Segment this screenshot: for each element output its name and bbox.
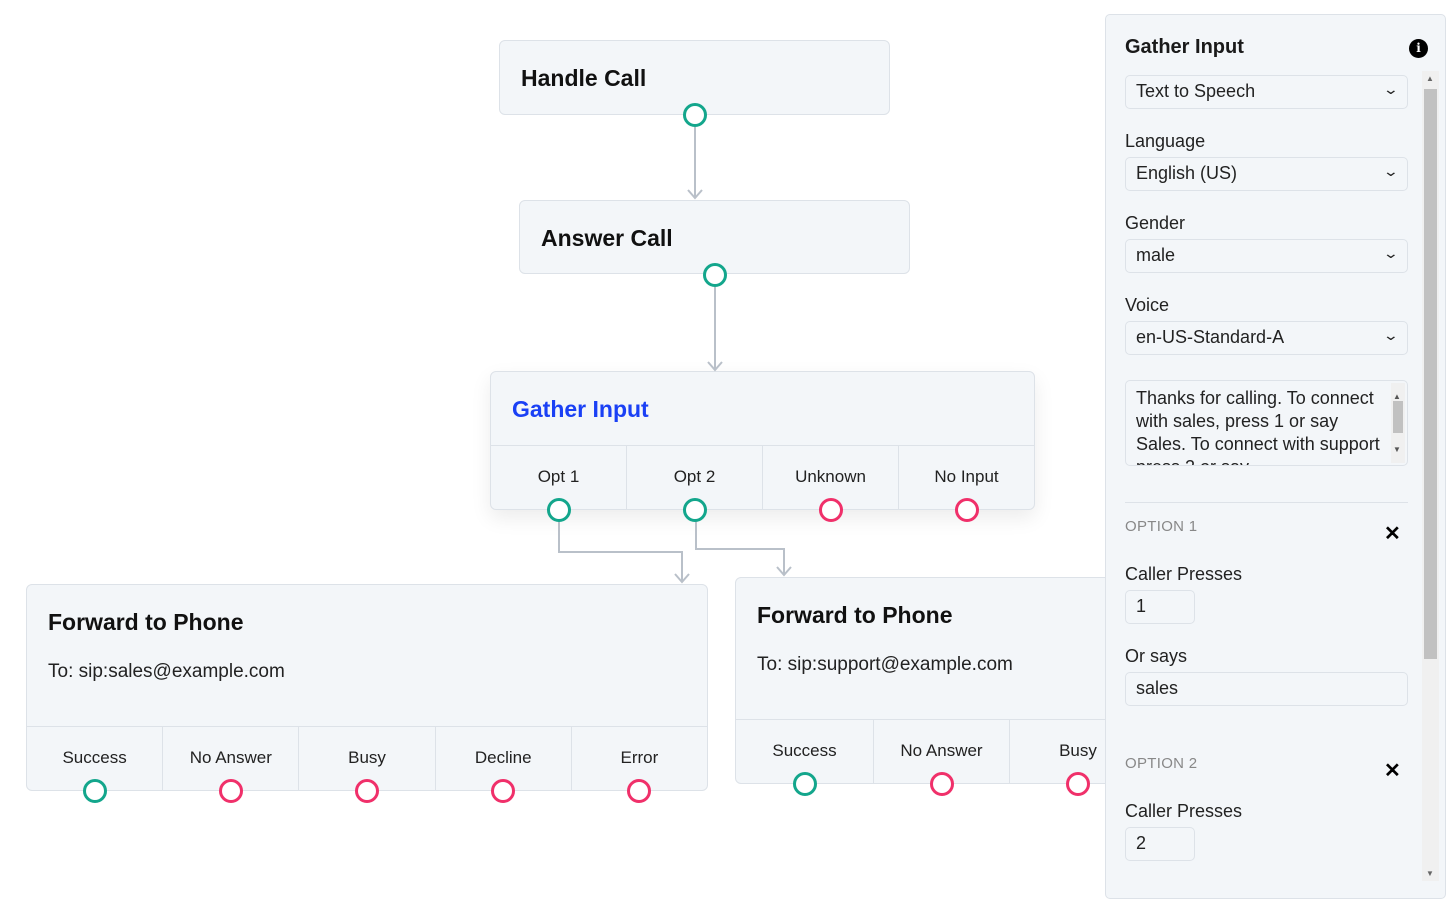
option-1-says-input[interactable]: sales	[1125, 672, 1408, 706]
output-port[interactable]	[491, 779, 516, 803]
mode-value: Text to Speech	[1136, 81, 1256, 101]
divider	[1125, 502, 1408, 503]
output-port[interactable]	[355, 779, 379, 803]
language-label: Language	[1125, 131, 1206, 151]
option-1-says-label: Or says	[1125, 646, 1188, 666]
voice-select[interactable]: en-US-Standard-A ⌄	[1125, 321, 1408, 355]
output-label: Success	[62, 748, 127, 767]
edge-answer-to-gather	[707, 287, 723, 372]
output-port[interactable]	[818, 498, 843, 522]
output-success: Success	[736, 720, 873, 796]
textarea-scrollbar[interactable]: ▲ ▼	[1391, 383, 1405, 463]
gender-select[interactable]: male ⌄	[1125, 239, 1408, 273]
node-destination: To: sip:sales@example.com	[48, 661, 285, 682]
voice-label: Voice	[1125, 295, 1170, 315]
option-2-header: OPTION 2	[1125, 755, 1198, 772]
node-handle-call[interactable]: Handle Call	[499, 40, 890, 127]
output-port[interactable]	[682, 498, 707, 522]
output-label: Decline	[474, 748, 532, 767]
output-no-answer: No Answer	[162, 727, 298, 803]
panel-scrollbar[interactable]: ▲ ▼	[1422, 71, 1439, 881]
gender-value: male	[1136, 245, 1176, 265]
chevron-down-icon: ⌄	[1382, 81, 1400, 97]
output-port[interactable]	[218, 779, 243, 803]
option-2-presses-label: Caller Presses	[1125, 801, 1243, 821]
output-port[interactable]	[627, 779, 652, 803]
remove-option-1-icon[interactable]: ✕	[1384, 523, 1401, 545]
mode-select[interactable]: Text to Speech ⌄	[1125, 75, 1408, 109]
option-2-presses-input[interactable]: 2	[1125, 827, 1195, 861]
output-label: Busy	[348, 748, 386, 767]
node-title: Forward to Phone	[48, 609, 244, 635]
output-port[interactable]	[1066, 772, 1090, 796]
chevron-down-icon: ⌄	[1382, 327, 1400, 343]
voice-value: en-US-Standard-A	[1136, 327, 1285, 347]
output-decline: Decline	[434, 727, 571, 803]
output-success: Success	[27, 727, 162, 803]
node-answer-call[interactable]: Answer Call	[519, 200, 910, 287]
node-title: Answer Call	[541, 225, 673, 251]
output-port[interactable]	[683, 103, 707, 127]
node-title: Handle Call	[521, 65, 647, 91]
output-label: Error	[620, 748, 659, 767]
output-opt-2: Opt 2	[626, 446, 762, 522]
output-no-input: No Input	[898, 446, 1034, 522]
option-1-presses-input[interactable]: 1	[1125, 590, 1195, 624]
output-port[interactable]	[703, 263, 727, 287]
prompt-text: Thanks for calling. To connect with sale…	[1136, 388, 1380, 465]
node-title: Forward to Phone	[757, 602, 953, 628]
properties-panel: Gather Input i Text to Speech ⌄ Language …	[1105, 14, 1446, 899]
panel-title: Gather Input	[1125, 36, 1244, 58]
output-port[interactable]	[954, 498, 979, 522]
option-1-presses-label: Caller Presses	[1125, 564, 1243, 584]
option-1-header: OPTION 1	[1125, 518, 1198, 535]
output-busy: Busy	[298, 727, 434, 803]
output-label: Success	[772, 741, 837, 760]
output-label: Unknown	[795, 467, 866, 486]
scrollbar-thumb[interactable]	[1424, 89, 1437, 659]
node-gather-input[interactable]: Gather Input Opt 1 Opt 2 Unknown No Inpu…	[490, 371, 1035, 522]
language-select[interactable]: English (US) ⌄	[1125, 157, 1408, 191]
edge-opt1-to-forward-sales	[558, 521, 690, 584]
output-port[interactable]	[82, 779, 107, 803]
output-error: Error	[570, 727, 707, 803]
output-no-answer: No Answer	[873, 720, 1009, 796]
edge-handle-to-answer	[687, 127, 703, 200]
output-label: Opt 2	[673, 467, 716, 486]
node-destination: To: sip:support@example.com	[757, 654, 1013, 675]
output-busy: Busy	[1009, 720, 1146, 796]
output-label: No Input	[934, 467, 999, 486]
language-value: English (US)	[1136, 163, 1238, 183]
prompt-textarea[interactable]: Thanks for calling. To connect with sale…	[1125, 380, 1408, 466]
output-opt-1: Opt 1	[491, 446, 626, 522]
chevron-down-icon: ⌄	[1382, 245, 1400, 261]
output-label: Busy	[1059, 741, 1097, 760]
node-forward-support[interactable]: Forward to Phone To: sip:support@example…	[735, 577, 1146, 796]
output-label: No Answer	[189, 748, 272, 767]
output-label: Opt 1	[537, 467, 580, 486]
chevron-down-icon: ⌄	[1382, 163, 1400, 179]
node-title: Gather Input	[512, 396, 649, 422]
gender-label: Gender	[1125, 213, 1186, 233]
info-icon[interactable]: i	[1409, 39, 1428, 58]
node-forward-sales[interactable]: Forward to Phone To: sip:sales@example.c…	[26, 584, 708, 803]
output-port[interactable]	[546, 498, 571, 522]
output-port[interactable]	[792, 772, 817, 796]
edge-opt2-to-forward-support	[695, 521, 792, 577]
remove-option-2-icon[interactable]: ✕	[1384, 760, 1401, 782]
output-label: No Answer	[900, 741, 983, 760]
output-port[interactable]	[929, 772, 954, 796]
output-unknown: Unknown	[762, 446, 898, 522]
